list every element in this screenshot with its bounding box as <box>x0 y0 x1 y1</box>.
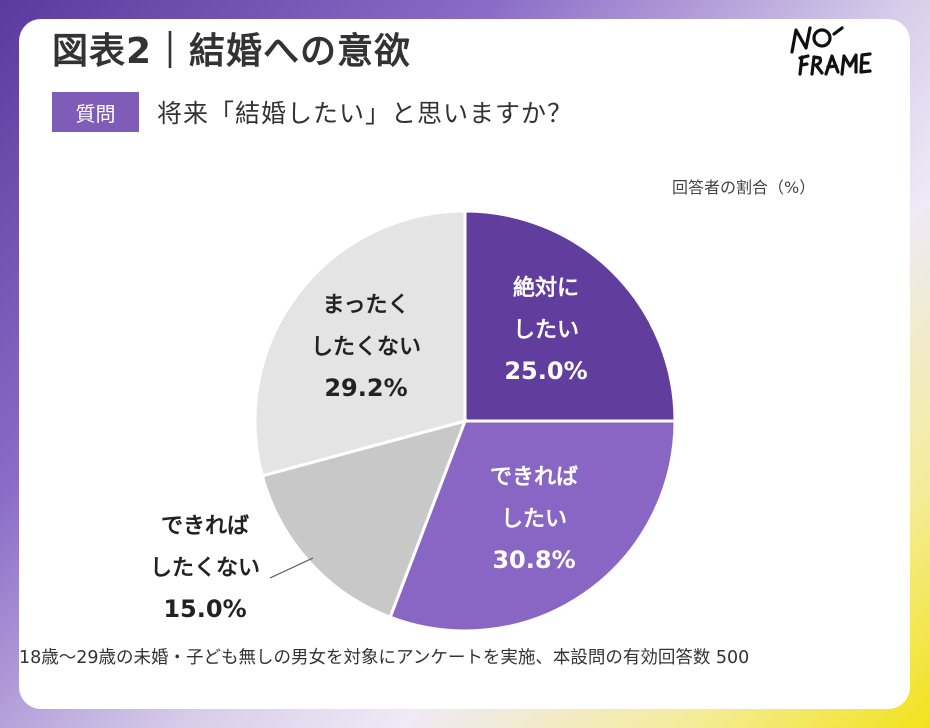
unit-note: 回答者の割合（%） <box>672 178 816 197</box>
slice-category-label-3: したくない <box>150 556 260 581</box>
slice-category-label-4: まったく <box>322 293 409 318</box>
pie-slice-4 <box>253 209 467 478</box>
leader-line-3 <box>269 557 314 579</box>
page-title: 図表2｜結婚への意欲 <box>52 31 412 72</box>
question-badge: 質問 <box>52 92 139 132</box>
slice-category-label-2: できれば <box>490 465 578 490</box>
pie-slice-2 <box>388 419 677 633</box>
slice-category-label-2: したい <box>501 507 567 532</box>
pie-slices <box>253 209 677 633</box>
slice-value-label-4: 29.2% <box>324 374 407 402</box>
slice-value-label-1: 25.0% <box>504 357 587 385</box>
slice-category-label-1: 絶対に <box>513 275 579 301</box>
slice-category-label-4: したくない <box>311 335 421 360</box>
slice-value-label-3: 15.0% <box>163 595 246 623</box>
pie-labels: 絶対にしたい25.0%できればしたい30.8%できればしたくない15.0%まった… <box>150 275 588 623</box>
pie-slice-3 <box>260 418 468 620</box>
slice-category-label-1: したい <box>513 318 579 343</box>
slice-category-label-3: できれば <box>161 514 249 539</box>
pie-slice-1 <box>463 209 677 423</box>
footnote: 18歳〜29歳の未婚・子ども無しの男女を対象にアンケートを実施、本設問の有効回答… <box>19 648 750 668</box>
slice-value-label-2: 30.8% <box>492 546 575 574</box>
brand-logo <box>790 26 872 76</box>
question-text: 将来「結婚したい」と思いますか？ <box>157 99 574 128</box>
